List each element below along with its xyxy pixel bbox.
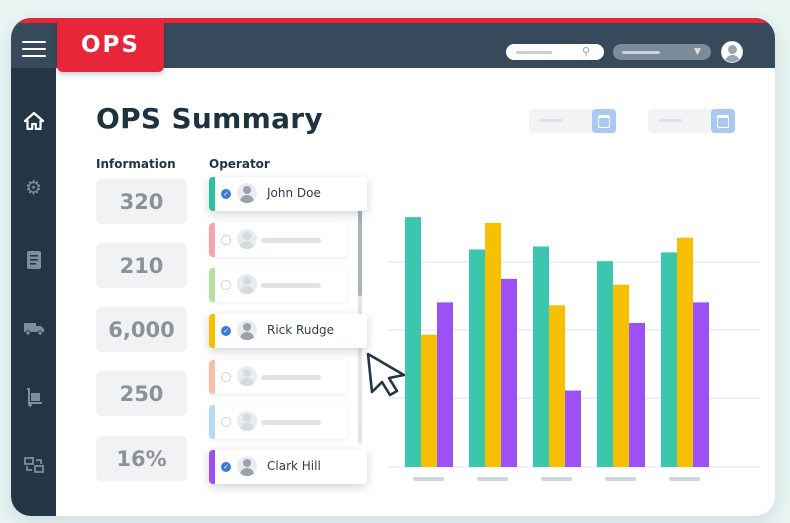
- x-tick-label-placeholder: [541, 477, 572, 481]
- operator-name-placeholder: [261, 375, 321, 380]
- operator-avatar-icon: [237, 183, 257, 203]
- operator-name-placeholder: [261, 283, 321, 288]
- x-tick-label-placeholder: [669, 477, 700, 481]
- check-icon[interactable]: ✓: [221, 326, 231, 336]
- chart-bar: [469, 249, 485, 467]
- operator-row[interactable]: [209, 223, 347, 257]
- sidebar: ⚙: [11, 68, 56, 516]
- end-date-picker[interactable]: [648, 109, 735, 133]
- operator-row[interactable]: [209, 405, 347, 439]
- mouse-cursor-icon: [366, 352, 406, 397]
- chart-bar: [693, 302, 709, 467]
- info-card: 250: [96, 371, 187, 416]
- info-card: 16%: [96, 436, 187, 481]
- operator-heading: Operator: [209, 157, 270, 171]
- x-tick-label-placeholder: [605, 477, 636, 481]
- app-window: ⚲ ▼ OPS ⚙ OPS Summary: [11, 18, 775, 516]
- chart-bar: [661, 252, 677, 467]
- gear-icon[interactable]: ⚙: [24, 177, 43, 199]
- operator-name-placeholder: [261, 420, 321, 425]
- chart-bar: [533, 246, 549, 467]
- chart-bar: [421, 334, 437, 467]
- chart-bar: [677, 237, 693, 467]
- check-icon[interactable]: ✓: [221, 189, 231, 199]
- top-dropdown[interactable]: ▼: [613, 44, 711, 60]
- radio-button[interactable]: [221, 280, 231, 290]
- operator-name: Clark Hill: [267, 459, 321, 473]
- check-icon[interactable]: ✓: [221, 462, 231, 472]
- info-card: 210: [96, 243, 187, 288]
- chart-bar: [501, 278, 517, 467]
- page-title: OPS Summary: [96, 102, 323, 135]
- operator-avatar-icon: [237, 456, 257, 476]
- ops-bar-chart: [388, 217, 760, 481]
- info-card: 320: [96, 179, 187, 224]
- home-icon[interactable]: [11, 104, 56, 138]
- radio-button[interactable]: [221, 417, 231, 427]
- operator-row[interactable]: ✓ Rick Rudge: [209, 314, 367, 348]
- start-date-picker[interactable]: [529, 109, 616, 133]
- main-content: OPS Summary Information Operator 320 210…: [56, 68, 775, 516]
- operator-name: Rick Rudge: [267, 323, 335, 337]
- operator-avatar-icon: [237, 229, 257, 249]
- operator-name-placeholder: [261, 238, 321, 243]
- operator-row[interactable]: ✓ Clark Hill: [209, 450, 367, 484]
- operator-name: John Doe: [267, 186, 321, 200]
- document-icon[interactable]: [11, 243, 56, 277]
- search-input[interactable]: ⚲: [506, 44, 604, 60]
- chart-bar: [437, 302, 453, 467]
- info-card: 6,000: [96, 307, 187, 352]
- calendar-icon[interactable]: [711, 109, 735, 133]
- operator-avatar-icon: [237, 411, 257, 431]
- search-icon[interactable]: ⚲: [582, 45, 591, 58]
- x-tick-label-placeholder: [477, 477, 508, 481]
- chart-bar: [629, 322, 645, 467]
- chart-bar: [597, 261, 613, 467]
- chart-bar: [485, 222, 501, 467]
- x-tick-label-placeholder: [413, 477, 444, 481]
- search-placeholder: [516, 51, 552, 54]
- operator-avatar-icon: [237, 274, 257, 294]
- chevron-down-icon: ▼: [694, 47, 701, 57]
- operator-avatar-icon: [237, 320, 257, 340]
- operator-row[interactable]: ✓ John Doe: [209, 177, 367, 211]
- chart-bar: [405, 217, 421, 467]
- operator-avatar-icon: [237, 366, 257, 386]
- information-heading: Information: [96, 157, 176, 171]
- transfer-icon[interactable]: [11, 448, 56, 482]
- hamburger-icon[interactable]: [22, 41, 46, 57]
- ops-logo[interactable]: OPS: [57, 18, 164, 72]
- radio-button[interactable]: [221, 235, 231, 245]
- chart-bar: [549, 305, 565, 467]
- user-avatar-icon[interactable]: [721, 41, 743, 63]
- hand-truck-icon[interactable]: [11, 380, 56, 414]
- truck-icon[interactable]: [11, 310, 56, 344]
- calendar-icon[interactable]: [592, 109, 616, 133]
- radio-button[interactable]: [221, 372, 231, 382]
- operator-scrollbar-thumb[interactable]: [358, 190, 362, 296]
- chart-bar: [613, 284, 629, 467]
- operator-row[interactable]: [209, 268, 347, 302]
- operator-row[interactable]: [209, 360, 347, 394]
- chart-bar: [565, 390, 581, 467]
- dropdown-placeholder: [622, 51, 660, 54]
